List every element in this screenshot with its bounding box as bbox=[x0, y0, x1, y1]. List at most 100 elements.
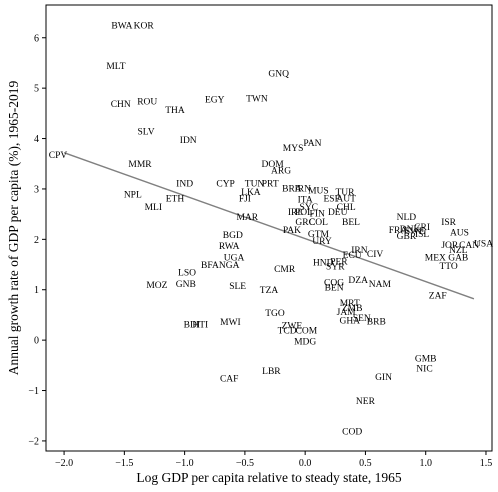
data-point-label: TZA bbox=[260, 286, 279, 296]
data-point-label: POL bbox=[295, 208, 313, 218]
data-point-label: FJI bbox=[239, 195, 251, 205]
data-point-label: IND bbox=[176, 179, 193, 189]
data-point-label: MLT bbox=[106, 62, 125, 72]
data-point-label: BRA bbox=[282, 184, 302, 194]
data-point-label: SYC bbox=[300, 203, 318, 213]
data-point-label: FRA bbox=[389, 226, 408, 236]
data-point-label: AUS bbox=[450, 228, 469, 238]
data-point-label: CYP bbox=[216, 179, 234, 189]
data-point-label: ECU bbox=[343, 251, 362, 261]
data-point-label: JOR bbox=[441, 241, 459, 251]
data-point-label: GBR bbox=[397, 232, 417, 242]
data-point-label: BEL bbox=[342, 218, 360, 228]
data-point-label: ITA bbox=[298, 196, 313, 206]
data-point-label: CMR bbox=[274, 265, 296, 275]
data-point-label: SWE bbox=[405, 227, 425, 237]
data-point-label: MDG bbox=[294, 338, 316, 348]
data-point-label: MUS bbox=[308, 186, 329, 196]
data-point-label: TTO bbox=[439, 262, 457, 272]
data-point-label: ZAF bbox=[429, 291, 447, 301]
x-axis-label: Log GDP per capita relative to steady st… bbox=[136, 470, 402, 485]
data-point-label: GRC bbox=[295, 218, 315, 228]
data-point-label: CAF bbox=[220, 374, 238, 384]
data-point-label: BDI bbox=[184, 321, 200, 331]
data-point-label: PAN bbox=[303, 139, 321, 149]
data-point-label: NZL bbox=[449, 246, 468, 256]
data-point-label: PRT bbox=[262, 179, 279, 189]
data-point-label: MMR bbox=[128, 160, 152, 170]
data-point-label: ARG bbox=[271, 166, 291, 176]
data-point-label: COL bbox=[309, 218, 328, 228]
data-point-label: MRT bbox=[340, 299, 360, 309]
data-point-label: IRN bbox=[351, 246, 368, 256]
data-point-label: CRI bbox=[414, 223, 430, 233]
data-point-label: UGA bbox=[224, 253, 245, 263]
data-point-label: DZA bbox=[348, 276, 368, 286]
data-point-label: TGO bbox=[265, 309, 285, 319]
data-point-label: NER bbox=[356, 397, 376, 407]
y-tick-label: 6 bbox=[34, 33, 39, 44]
data-point-label: TWN bbox=[246, 95, 268, 105]
data-point-label: SYR bbox=[326, 263, 345, 273]
data-point-label: GNB bbox=[176, 280, 196, 290]
x-axis: −2.0 −1.5 −1.0 −0.5 0.0 0.5 1.0 1.5 bbox=[55, 451, 492, 469]
data-point-label: ZWE bbox=[282, 322, 303, 332]
data-point-label: RWA bbox=[219, 242, 240, 252]
x-tick-label: 1.5 bbox=[480, 458, 493, 469]
data-point-label: NIC bbox=[416, 364, 432, 374]
data-point-label: ROU bbox=[137, 97, 157, 107]
data-point-label: LSO bbox=[178, 269, 196, 279]
data-point-label: DNK bbox=[400, 225, 421, 235]
data-point-label: URY bbox=[312, 237, 332, 247]
data-point-label: KOR bbox=[134, 22, 155, 32]
data-point-label: COG bbox=[324, 279, 344, 289]
fit-line bbox=[63, 151, 475, 300]
data-point-label: GAB bbox=[448, 253, 468, 263]
data-point-label: LBR bbox=[262, 367, 281, 377]
data-point-label: USA bbox=[474, 239, 493, 249]
y-tick-label: 0 bbox=[34, 336, 39, 347]
data-point-label: TCD bbox=[278, 327, 297, 337]
plot-frame bbox=[45, 4, 493, 452]
data-point-label: BWA bbox=[111, 22, 132, 32]
data-point-label: HND bbox=[313, 259, 334, 269]
data-point-label: PAK bbox=[283, 226, 301, 236]
y-tick-label: 2 bbox=[34, 235, 39, 246]
data-point-label: SLV bbox=[138, 127, 155, 137]
data-point-label: DEU bbox=[328, 208, 348, 218]
data-point-label: BRB bbox=[367, 317, 386, 327]
data-point-label: NPL bbox=[124, 190, 142, 200]
data-point-label: TUR bbox=[335, 188, 355, 198]
data-point-label: ISR bbox=[441, 218, 456, 228]
x-tick-label: 1.0 bbox=[419, 458, 432, 469]
data-point-label: ETH bbox=[166, 195, 185, 205]
data-point-label: MYS bbox=[283, 144, 304, 154]
data-point-label: NGA bbox=[219, 261, 240, 271]
data-point-label: BGD bbox=[223, 231, 243, 241]
data-point-label: IRN bbox=[295, 184, 312, 194]
data-point-label: BFA bbox=[201, 261, 219, 271]
data-point-label: CAN bbox=[459, 241, 479, 251]
data-point-label: MOZ bbox=[146, 281, 167, 291]
data-point-label: NAM bbox=[369, 280, 392, 290]
data-point-label: LKA bbox=[241, 188, 261, 198]
x-tick-label: −2.0 bbox=[55, 458, 73, 469]
y-tick-label: 5 bbox=[34, 84, 39, 95]
data-point-label: GMB bbox=[415, 354, 437, 364]
data-point-label: CPV bbox=[49, 151, 68, 161]
data-point-label: CIV bbox=[367, 250, 384, 260]
x-tick-label: 0.0 bbox=[299, 458, 312, 469]
x-tick-label: 0.5 bbox=[359, 458, 372, 469]
data-point-label: AUT bbox=[336, 195, 356, 205]
data-point-label: DOM bbox=[262, 160, 285, 170]
data-point-label: ZMB bbox=[342, 304, 363, 314]
data-point-label: CHN bbox=[111, 100, 131, 110]
data-point-label: CHL bbox=[337, 203, 356, 213]
data-point-label: NLD bbox=[397, 213, 417, 223]
data-point-label: GTM bbox=[308, 230, 330, 240]
data-point-label: SLE bbox=[229, 282, 246, 292]
data-point-label: EGY bbox=[205, 96, 225, 106]
y-axis: −2 −1 0 1 2 3 4 5 6 bbox=[28, 33, 46, 447]
data-point-label: THA bbox=[165, 106, 185, 116]
y-axis-label: Annual growth rate of GDP per capita (%)… bbox=[6, 80, 21, 375]
